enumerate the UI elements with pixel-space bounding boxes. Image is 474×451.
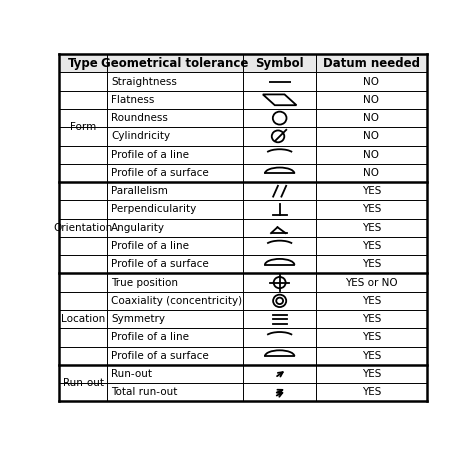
- Text: Total run-out: Total run-out: [111, 387, 178, 397]
- Text: Perpendicularity: Perpendicularity: [111, 204, 197, 215]
- Text: Cylindricity: Cylindricity: [111, 131, 171, 141]
- Text: Profile of a line: Profile of a line: [111, 332, 190, 342]
- Text: YES: YES: [362, 314, 381, 324]
- Text: Profile of a line: Profile of a line: [111, 241, 190, 251]
- Text: NO: NO: [364, 168, 380, 178]
- Text: YES: YES: [362, 204, 381, 215]
- Text: Profile of a line: Profile of a line: [111, 150, 190, 160]
- Text: YES: YES: [362, 369, 381, 379]
- Text: NO: NO: [364, 113, 380, 123]
- Text: Location: Location: [61, 314, 105, 324]
- Text: Run-out: Run-out: [111, 369, 153, 379]
- Text: Form: Form: [70, 122, 96, 132]
- Text: Profile of a surface: Profile of a surface: [111, 259, 209, 269]
- Text: Datum needed: Datum needed: [323, 57, 420, 70]
- Text: Run-out: Run-out: [63, 378, 104, 388]
- Bar: [59, 54, 427, 73]
- Text: Symbol: Symbol: [255, 57, 304, 70]
- Text: NO: NO: [364, 95, 380, 105]
- Text: NO: NO: [364, 131, 380, 141]
- Text: True position: True position: [111, 277, 178, 288]
- Text: Roundness: Roundness: [111, 113, 168, 123]
- Text: YES: YES: [362, 351, 381, 361]
- Text: Straightness: Straightness: [111, 77, 177, 87]
- Text: YES: YES: [362, 387, 381, 397]
- Text: NO: NO: [364, 77, 380, 87]
- Text: Symmetry: Symmetry: [111, 314, 165, 324]
- Text: YES: YES: [362, 186, 381, 196]
- Text: Orientation: Orientation: [54, 223, 113, 233]
- Text: Coaxiality (concentricity): Coaxiality (concentricity): [111, 296, 243, 306]
- Text: Profile of a surface: Profile of a surface: [111, 351, 209, 361]
- Text: NO: NO: [364, 150, 380, 160]
- Text: YES: YES: [362, 241, 381, 251]
- Text: Parallelism: Parallelism: [111, 186, 168, 196]
- Text: YES: YES: [362, 259, 381, 269]
- Text: Flatness: Flatness: [111, 95, 155, 105]
- Text: YES or NO: YES or NO: [345, 277, 398, 288]
- Text: Type: Type: [68, 57, 99, 70]
- Text: Profile of a surface: Profile of a surface: [111, 168, 209, 178]
- Text: YES: YES: [362, 223, 381, 233]
- Text: Angularity: Angularity: [111, 223, 165, 233]
- Text: YES: YES: [362, 296, 381, 306]
- Text: Geometrical tolerance: Geometrical tolerance: [101, 57, 249, 70]
- Text: YES: YES: [362, 332, 381, 342]
